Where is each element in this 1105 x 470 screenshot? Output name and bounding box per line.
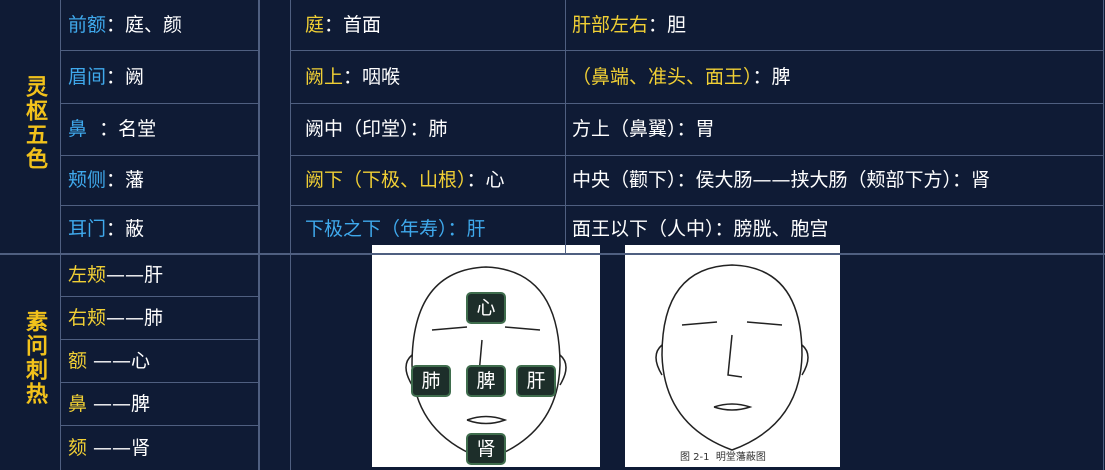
organ-label: 肺 — [411, 365, 451, 397]
cell-value: ：肺 — [409, 118, 448, 140]
row-text: 耳门：蔽 — [68, 217, 144, 241]
grid-line — [60, 205, 258, 206]
grid-line — [1103, 0, 1104, 470]
grid-line — [60, 296, 258, 297]
row-key: 前额 — [68, 14, 107, 36]
organ-label: 肾 — [466, 433, 506, 465]
cell-text: 方上（鼻翼）：胃 — [572, 117, 715, 141]
grid-line — [290, 155, 1103, 156]
row-key: 鼻 — [68, 392, 88, 415]
organ-label: 肝 — [516, 365, 556, 397]
row-key: 额 — [68, 349, 88, 372]
row-key: 左颊 — [68, 263, 107, 286]
cell-text: （鼻端、准头、面王）：脾 — [572, 65, 791, 89]
cell-value: ：膀胱、胞宫 — [714, 218, 829, 240]
grid-line — [60, 103, 258, 104]
cell-key: 中央（颧下） — [572, 169, 677, 191]
cell-text: 肝部左右：胆 — [572, 13, 686, 37]
row-text: 左颊——肝 — [68, 263, 163, 287]
organ-label: 脾 — [466, 365, 506, 397]
row-text: 颏 ——肾 — [68, 436, 150, 460]
section-title: 灵枢五色 — [22, 74, 47, 171]
cell-text: 庭：首面 — [305, 13, 381, 37]
cell-value: ：侯大肠——挟大肠（颊部下方）：肾 — [676, 169, 991, 191]
cell-value: ：咽喉 — [343, 65, 401, 88]
section-title: 素问刺热 — [22, 309, 47, 406]
row-text: 右颊——肺 — [68, 306, 163, 330]
figure-caption: 图 2-1 明堂藩蔽图 — [680, 452, 766, 463]
row-value: ：藩 — [106, 169, 145, 191]
grid-line — [60, 382, 258, 383]
grid-line — [258, 0, 260, 470]
grid-line — [60, 0, 61, 470]
face-figures — [372, 245, 840, 467]
row-text: 鼻 ——脾 — [68, 392, 150, 416]
row-text: 眉间：阙 — [68, 65, 144, 89]
grid-line — [290, 0, 291, 470]
cell-value: ：脾 — [752, 65, 791, 88]
row-value: ——肺 — [106, 306, 164, 329]
cell-key: 阙下（下极、山根） — [305, 169, 467, 191]
cell-text: 中央（颧下）：侯大肠——挟大肠（颊部下方）：肾 — [572, 168, 990, 192]
cell-key: 面王以下（人中） — [572, 218, 715, 240]
row-value: ——肝 — [106, 263, 164, 286]
grid-line — [0, 253, 1105, 255]
row-key: 颏 — [68, 436, 88, 459]
row-text: 额 ——心 — [68, 349, 150, 373]
row-key: 耳门 — [68, 218, 107, 240]
cell-key: 庭 — [305, 14, 325, 36]
row-text: 前额：庭、颜 — [68, 13, 182, 37]
row-value: ：蔽 — [106, 218, 145, 240]
cell-text: 面王以下（人中）：膀胱、胞宫 — [572, 217, 829, 241]
cell-text: 阙下（下极、山根）：心 — [305, 168, 505, 192]
row-value: ：阙 — [106, 65, 145, 88]
cell-value: ：肝 — [447, 218, 486, 240]
cell-key: （鼻端、准头、面王） — [572, 65, 753, 88]
row-value: ——肾 — [87, 436, 151, 459]
cell-value: ：胆 — [648, 14, 687, 36]
row-key: 鼻 — [68, 118, 88, 140]
grid-line — [290, 50, 1103, 51]
grid-line — [290, 205, 1103, 206]
cell-text: 阙中（印堂）：肺 — [305, 117, 448, 141]
row-key: 眉间 — [68, 65, 107, 88]
grid-line — [290, 103, 1103, 104]
grid-line — [60, 155, 258, 156]
row-key: 右颊 — [68, 306, 107, 329]
cell-value: ：胃 — [676, 118, 715, 140]
cell-key: 下极之下（年寿） — [305, 218, 448, 240]
cell-text: 下极之下（年寿）：肝 — [305, 217, 486, 241]
row-value: ——心 — [87, 349, 151, 372]
cell-key: 阙中（印堂） — [305, 118, 410, 140]
row-value: ：名堂 — [87, 118, 157, 140]
grid-line — [60, 425, 258, 426]
row-key: 颊侧 — [68, 169, 107, 191]
row-text: 鼻 ：名堂 — [68, 117, 156, 141]
row-value: ：庭、颜 — [106, 14, 183, 36]
cell-key: 方上（鼻翼） — [572, 118, 677, 140]
organ-label: 心 — [466, 292, 506, 324]
grid-line — [60, 339, 258, 340]
grid-line — [60, 50, 258, 51]
cell-key: 肝部左右 — [572, 14, 649, 36]
row-text: 颊侧：藩 — [68, 168, 144, 192]
cell-value: ：首面 — [324, 14, 382, 36]
grid-line — [565, 0, 566, 253]
cell-key: 阙上 — [305, 65, 344, 88]
cell-value: ：心 — [466, 169, 505, 191]
row-value: ——脾 — [87, 392, 151, 415]
cell-text: 阙上：咽喉 — [305, 65, 400, 89]
